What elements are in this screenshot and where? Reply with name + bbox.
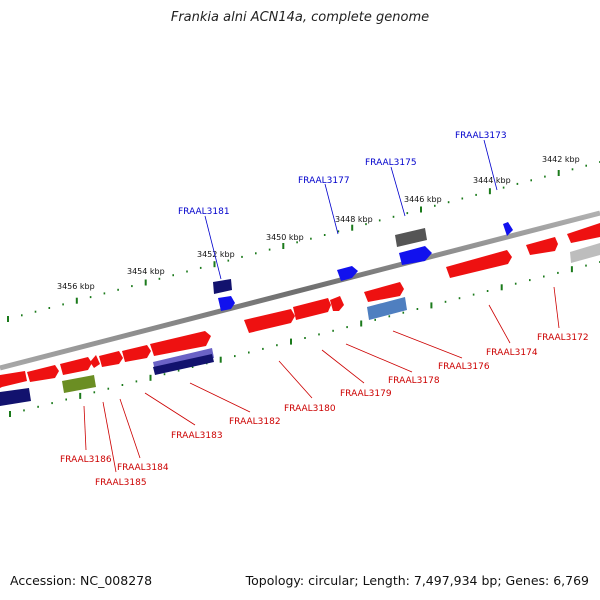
scale-label: 3446 kbp xyxy=(404,195,442,204)
gene-block-blue[interactable] xyxy=(337,266,358,281)
leader-line xyxy=(553,286,560,329)
gene-fraal3175[interactable] xyxy=(395,228,427,247)
gene-label-fraal3174[interactable]: FRAAL3174 xyxy=(486,348,538,358)
leader-line xyxy=(189,382,251,413)
leader-line xyxy=(144,392,196,426)
gene-label-fraal3179[interactable]: FRAAL3179 xyxy=(340,389,392,399)
gene-block-red[interactable] xyxy=(364,282,404,302)
gene-block-red[interactable] xyxy=(244,309,295,333)
accession-text: Accession: NC_008278 xyxy=(10,573,153,588)
scale-label: 3452 kbp xyxy=(197,250,235,259)
gene-block-red[interactable] xyxy=(122,345,151,362)
leader-line xyxy=(324,183,339,235)
leader-line xyxy=(119,398,141,459)
gene-block-red[interactable] xyxy=(567,223,600,243)
leader-line xyxy=(278,360,313,399)
gene-label-fraal3182[interactable]: FRAAL3182 xyxy=(229,417,281,427)
genome-summary-text: Topology: circular; Length: 7,497,934 bp… xyxy=(245,573,589,588)
gene-block-red[interactable] xyxy=(526,237,558,255)
gene-label-fraal3178[interactable]: FRAAL3178 xyxy=(388,376,440,386)
gene-block-blue[interactable] xyxy=(399,246,432,265)
outer-scale-ticks xyxy=(7,161,600,322)
gene-fraal3187[interactable] xyxy=(0,388,31,406)
gene-label-fraal3184[interactable]: FRAAL3184 xyxy=(117,463,169,473)
leader-line xyxy=(390,166,406,217)
gene-block-red[interactable] xyxy=(27,365,59,382)
gene-fraal3176[interactable] xyxy=(446,250,512,278)
bottom-gene-labels: FRAAL3186 FRAAL3185 FRAAL3184 FRAAL3183 … xyxy=(60,286,589,488)
leader-line xyxy=(483,139,498,191)
inner-scale-ticks xyxy=(9,261,600,417)
leader-line xyxy=(102,401,117,473)
gene-label-fraal3177[interactable]: FRAAL3177 xyxy=(298,176,350,186)
gene-fraal3181[interactable] xyxy=(213,279,232,294)
gene-block-light[interactable] xyxy=(570,243,600,263)
leader-line xyxy=(204,215,222,280)
gene-label-fraal3181[interactable]: FRAAL3181 xyxy=(178,207,230,217)
genome-backbone xyxy=(0,210,600,371)
leader-line xyxy=(345,343,413,373)
gene-label-fraal3173[interactable]: FRAAL3173 xyxy=(455,131,507,141)
gene-label-fraal3176[interactable]: FRAAL3176 xyxy=(438,362,490,372)
scale-labels: 3456 kbp 3454 kbp 3452 kbp 3450 kbp 3448… xyxy=(57,155,580,291)
leader-line xyxy=(392,330,463,359)
scale-label: 3448 kbp xyxy=(335,215,373,224)
gene-fraal3173[interactable] xyxy=(503,222,513,236)
leader-line xyxy=(83,405,87,451)
gene-block-navy[interactable] xyxy=(153,354,214,375)
gene-label-fraal3180[interactable]: FRAAL3180 xyxy=(284,404,336,414)
gene-block-red[interactable] xyxy=(293,298,331,320)
gene-block-blue[interactable] xyxy=(218,296,235,311)
scale-label: 3454 kbp xyxy=(127,267,165,276)
scale-label: 3442 kbp xyxy=(542,155,580,164)
scale-label: 3444 kbp xyxy=(473,176,511,185)
gene-block-red[interactable] xyxy=(0,371,27,388)
gene-label-fraal3186[interactable]: FRAAL3186 xyxy=(60,455,112,465)
leader-line xyxy=(321,349,365,384)
gene-block-red[interactable] xyxy=(150,331,211,356)
gene-label-fraal3172[interactable]: FRAAL3172 xyxy=(537,333,589,343)
top-gene-labels: FRAAL3181 FRAAL3177 FRAAL3175 FRAAL3173 xyxy=(178,131,507,280)
outer-genes xyxy=(213,222,600,311)
gene-block-red[interactable] xyxy=(60,357,92,375)
gene-fraal3178[interactable] xyxy=(367,297,407,320)
scale-label: 3456 kbp xyxy=(57,282,95,291)
gene-block-red[interactable] xyxy=(90,355,100,368)
gene-label-fraal3183[interactable]: FRAAL3183 xyxy=(171,431,223,441)
leader-line xyxy=(488,304,511,344)
gene-label-fraal3175[interactable]: FRAAL3175 xyxy=(365,158,417,168)
gene-label-fraal3185[interactable]: FRAAL3185 xyxy=(95,478,147,488)
scale-label: 3450 kbp xyxy=(266,233,304,242)
inner-genes xyxy=(0,223,600,406)
gene-block-red[interactable] xyxy=(99,351,123,367)
gene-block-red[interactable] xyxy=(330,296,344,311)
map-title: Frankia alni ACN14a, complete genome xyxy=(170,10,430,25)
gene-fraal3186[interactable] xyxy=(62,375,96,393)
